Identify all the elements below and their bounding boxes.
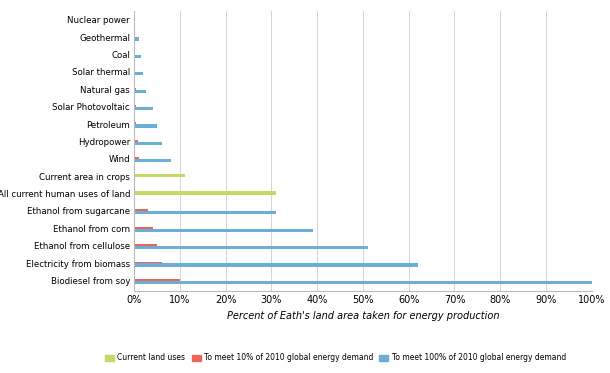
Bar [134, 244, 157, 247]
Bar [134, 229, 312, 232]
Bar [134, 279, 180, 282]
Bar [134, 211, 276, 214]
Bar [134, 246, 367, 249]
Bar [134, 105, 137, 108]
Bar [134, 159, 171, 162]
Bar [134, 88, 135, 91]
Bar [134, 191, 276, 194]
Bar [134, 90, 146, 93]
Bar [134, 70, 135, 73]
Bar [134, 140, 138, 143]
Bar [134, 122, 137, 126]
Bar [134, 124, 157, 128]
Legend: Current land uses, To meet 10% of 2010 global energy demand, To meet 100% of 201: Current land uses, To meet 10% of 2010 g… [102, 350, 569, 366]
Bar [134, 209, 148, 213]
Bar [134, 72, 143, 75]
Bar [134, 157, 138, 160]
Bar [134, 38, 138, 41]
X-axis label: Percent of Eath's land area taken for energy production: Percent of Eath's land area taken for en… [227, 311, 499, 321]
Bar [134, 281, 592, 284]
Bar [134, 142, 162, 145]
Bar [134, 55, 141, 58]
Bar [134, 227, 152, 230]
Bar [134, 107, 152, 110]
Bar [134, 263, 418, 267]
Bar [134, 174, 184, 177]
Bar [134, 261, 162, 264]
